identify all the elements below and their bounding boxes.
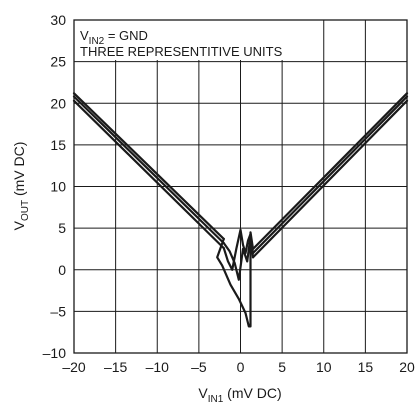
- y-tick-label: 5: [58, 220, 66, 236]
- x-tick-label: 15: [358, 359, 374, 375]
- x-tick-label: 10: [316, 359, 332, 375]
- plot-frame: [73, 19, 408, 354]
- x-axis-label: VIN1 (mV DC): [198, 385, 281, 405]
- y-axis-label: VOUT (mV DC): [11, 142, 31, 231]
- annotation-units: THREE REPRESENTITIVE UNITS: [80, 44, 283, 59]
- x-tick-label: 0: [237, 359, 245, 375]
- series-line-1: [72, 99, 225, 250]
- x-tick-label: –20: [62, 359, 86, 375]
- x-tick-label: –5: [191, 359, 207, 375]
- series-line-9: [216, 231, 255, 328]
- y-tick-label: 30: [50, 12, 66, 28]
- annotation-background: [74, 20, 322, 60]
- series-line-4: [251, 99, 409, 259]
- x-tick-label: 5: [278, 359, 286, 375]
- y-tick-label: –5: [50, 303, 66, 319]
- y-tick-labels: –10 –5 0 5 10 15 20 25 30: [43, 12, 67, 361]
- y-tick-label: –10: [43, 345, 67, 361]
- series-line-5: [251, 95, 409, 255]
- series-line-3: [72, 92, 225, 240]
- y-tick-label: 10: [50, 179, 66, 195]
- y-tick-label: 15: [50, 137, 66, 153]
- annotation-vin2: VIN2 = GND: [80, 28, 148, 47]
- series-line-7: [222, 228, 255, 271]
- y-tick-label: 20: [50, 95, 66, 111]
- series-group: [72, 92, 409, 328]
- x-tick-label: 20: [399, 359, 415, 375]
- y-tick-label: 25: [50, 54, 66, 70]
- x-tick-label: –10: [146, 359, 170, 375]
- y-tick-label: 0: [58, 262, 66, 278]
- x-tick-label: –15: [104, 359, 128, 375]
- series-line-6: [251, 92, 409, 250]
- x-tick-labels: –20 –15 –10 –5 0 5 10 15 20: [62, 359, 415, 375]
- series-line-2: [72, 95, 225, 245]
